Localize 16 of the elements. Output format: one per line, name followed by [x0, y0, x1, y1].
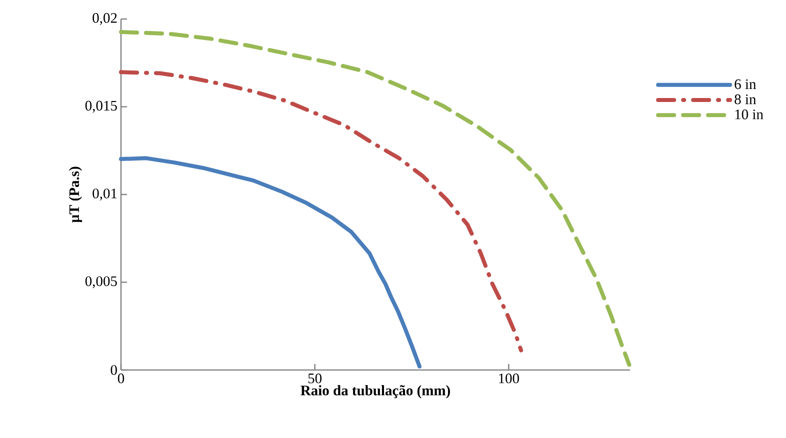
y-tick-label: 0,02	[92, 13, 117, 25]
x-axis-title: Raio da tubulação (mm)	[300, 385, 450, 398]
line-series	[119, 70, 524, 352]
legend-label: 8 in	[734, 94, 756, 104]
legend-label: 6 in	[734, 79, 756, 90]
y-tick-label: 0,005	[85, 276, 117, 288]
x-tick-label: 100	[499, 374, 519, 384]
y-tick-label: 0,01	[92, 188, 117, 200]
y-axis-title: µT (Pa.s)	[68, 166, 82, 223]
y-tick-label: 0,015	[85, 100, 117, 113]
legend-label: 10 in	[735, 110, 764, 120]
y-tick-label: 0	[110, 365, 117, 375]
x-tick-label: 0	[118, 374, 124, 384]
line-series	[119, 30, 632, 367]
line-series	[119, 156, 422, 368]
x-tick-label: 50	[308, 374, 322, 384]
